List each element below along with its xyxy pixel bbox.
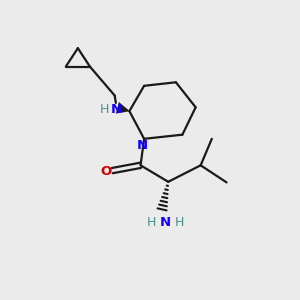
Text: H: H — [147, 216, 157, 229]
Text: N: N — [137, 139, 148, 152]
Text: H: H — [99, 103, 109, 116]
Text: H: H — [175, 216, 184, 229]
Text: N: N — [110, 103, 122, 116]
Text: O: O — [100, 165, 112, 178]
Polygon shape — [116, 103, 129, 113]
Text: N: N — [160, 216, 171, 229]
